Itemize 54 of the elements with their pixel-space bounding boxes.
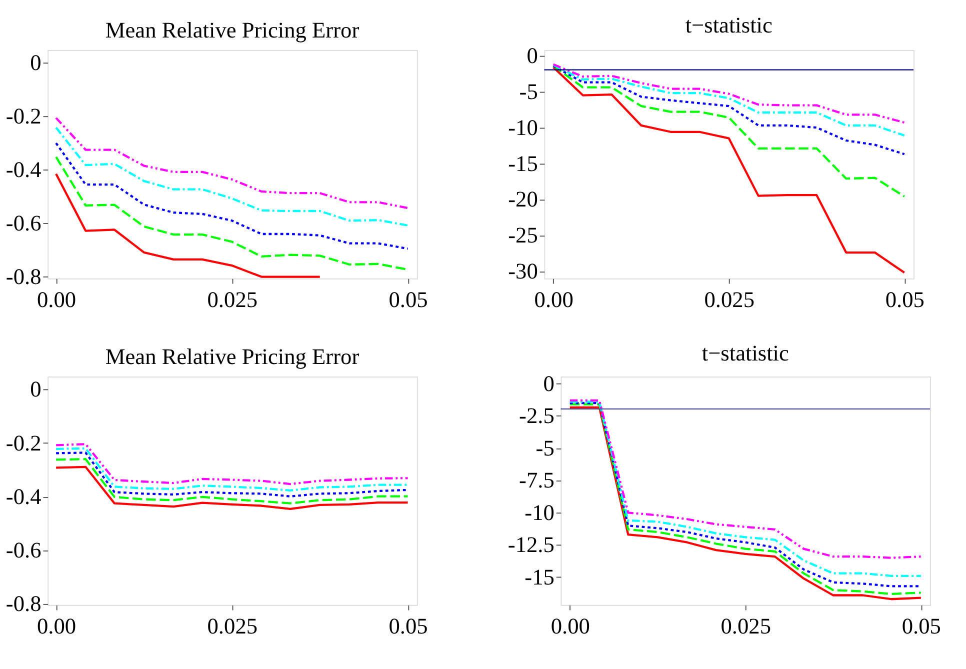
x-tick-label: 0.025 [720,614,772,639]
y-tick-label: -0.4 [6,484,42,509]
line-series [54,452,409,498]
line-series [54,466,409,510]
line-series [54,142,409,250]
y-tick-label: -20 [508,186,538,212]
y-tick-label: -5 [519,78,538,104]
y-tick-label: -0.6 [6,210,42,236]
chart-title: Mean Relative Pricing Error [105,344,360,369]
x-tick-label: 0.05 [388,287,428,312]
x-tick-label: 0.025 [207,614,258,639]
x-tick-label: 0.00 [36,287,76,312]
y-tick-label: 0 [30,376,42,402]
y-tick-label: -10 [508,114,538,140]
line-series [54,443,409,486]
line-series [552,63,906,124]
y-tick-label: -0.2 [6,104,42,129]
chart-title: t−statistic [685,12,772,38]
line-series [54,458,409,504]
y-tick-label: -15 [524,564,554,590]
line-series [54,172,321,278]
y-tick-label: -15 [508,150,538,176]
y-tick-label: 0 [543,370,554,396]
x-tick-label: 0.00 [534,287,574,312]
line-series [552,64,906,198]
x-tick-label: 0.05 [885,287,924,312]
line-series [54,126,409,227]
x-tick-label: 0.00 [36,614,76,639]
y-tick-label: 0 [526,43,538,68]
x-tick-label: 0.05 [902,614,941,639]
chart-title: Mean Relative Pricing Error [105,17,360,42]
x-tick-label: 0.025 [207,287,258,312]
y-tick-label: -25 [508,222,538,248]
line-series [54,116,409,210]
chart-title: t−statistic [702,340,790,366]
y-tick-label: -0.8 [6,264,42,290]
y-tick-label: -10 [524,500,554,525]
line-series [552,66,906,274]
x-tick-label: 0.05 [388,614,428,639]
y-tick-label: -30 [508,258,538,284]
y-tick-label: -0.2 [6,430,42,456]
y-tick-label: -5 [536,435,554,460]
line-series [54,447,409,492]
y-tick-label: -0.6 [6,538,42,563]
x-tick-label: 0.00 [550,614,590,639]
x-tick-label: 0.025 [704,287,754,312]
y-tick-label: -0.8 [6,591,42,616]
y-tick-label: -2.5 [519,403,554,428]
y-tick-label: 0 [30,50,42,76]
line-series [552,64,906,156]
line-series [552,64,906,137]
y-tick-label: -12.5 [508,532,554,558]
y-tick-label: -7.5 [519,468,554,493]
y-tick-label: -0.4 [6,157,42,182]
